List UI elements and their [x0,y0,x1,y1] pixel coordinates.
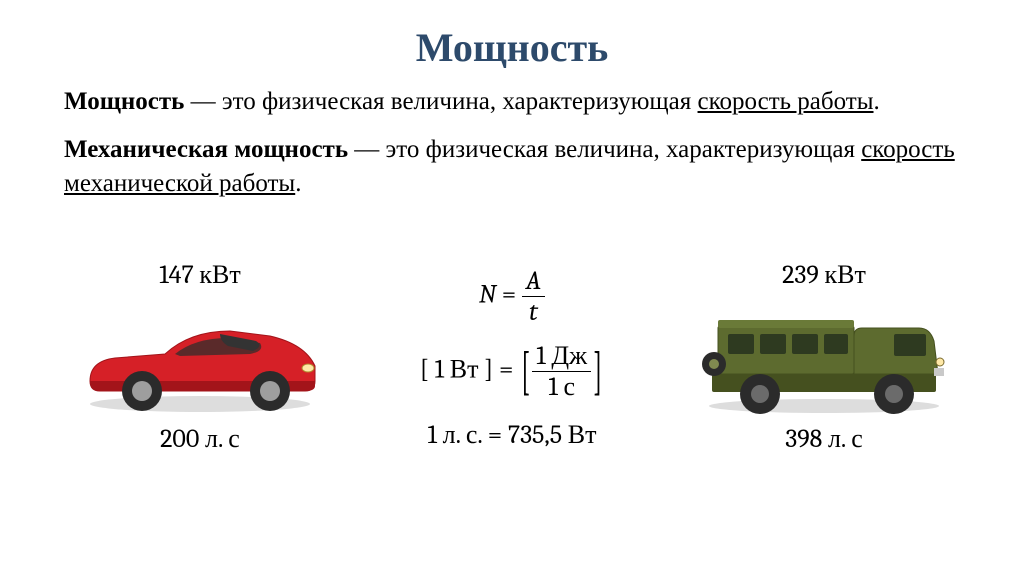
right-vehicle-block: 239 кВт [664,260,984,454]
sym-eq2: = [499,355,519,385]
unit-den: 1 с [532,371,591,402]
definition-mech-power: Механическая мощность — это физическая в… [0,119,1024,201]
page-title: Мощность [0,0,1024,71]
content-row: 147 кВт 200 л. с [0,260,1024,540]
sym-t: t [522,296,545,327]
term-power: Мощность [64,88,184,115]
left-hp-label: 200 л. с [40,424,360,454]
brak-open-r: [ [519,342,532,402]
brak-close-l: ] [478,355,493,385]
military-truck-icon [694,296,954,416]
term-mech-power: Механическая мощность [64,136,348,163]
right-kw-label: 239 кВт [664,260,984,290]
unit-num: 1 Дж [532,341,591,371]
right-hp-label: 398 л. с [664,424,984,454]
left-vehicle-block: 147 кВт 200 л. с [40,260,360,454]
sym-n: N [479,280,496,310]
def2-tail: . [295,170,301,197]
sym-eq1: = [496,280,522,310]
unit-1w: 1 Вт [435,355,479,385]
brak-open-l: [ [420,355,435,385]
def1-tail: . [874,88,880,115]
formula-unit-watt: [ 1 Вт ] = [1 Дж1 с] [362,341,662,402]
left-kw-label: 147 кВт [40,260,360,290]
def2-text: — это физическая величина, характеризующ… [348,136,861,163]
definition-power: Мощность — это физическая величина, хара… [0,71,1024,119]
formula-block: N = At [ 1 Вт ] = [1 Дж1 с] 1 л. с. = 73… [362,260,662,456]
formula-n-equals-a-over-t: N = At [362,266,662,327]
sym-a: A [522,266,545,296]
def1-text: — это физическая величина, характеризующ… [184,88,697,115]
def1-underline: скорость работы [698,88,874,115]
formula-horsepower: 1 л. с. = 735,5 Вт [362,420,662,450]
brak-close-r: ] [591,342,604,402]
sports-car-icon [70,296,330,416]
